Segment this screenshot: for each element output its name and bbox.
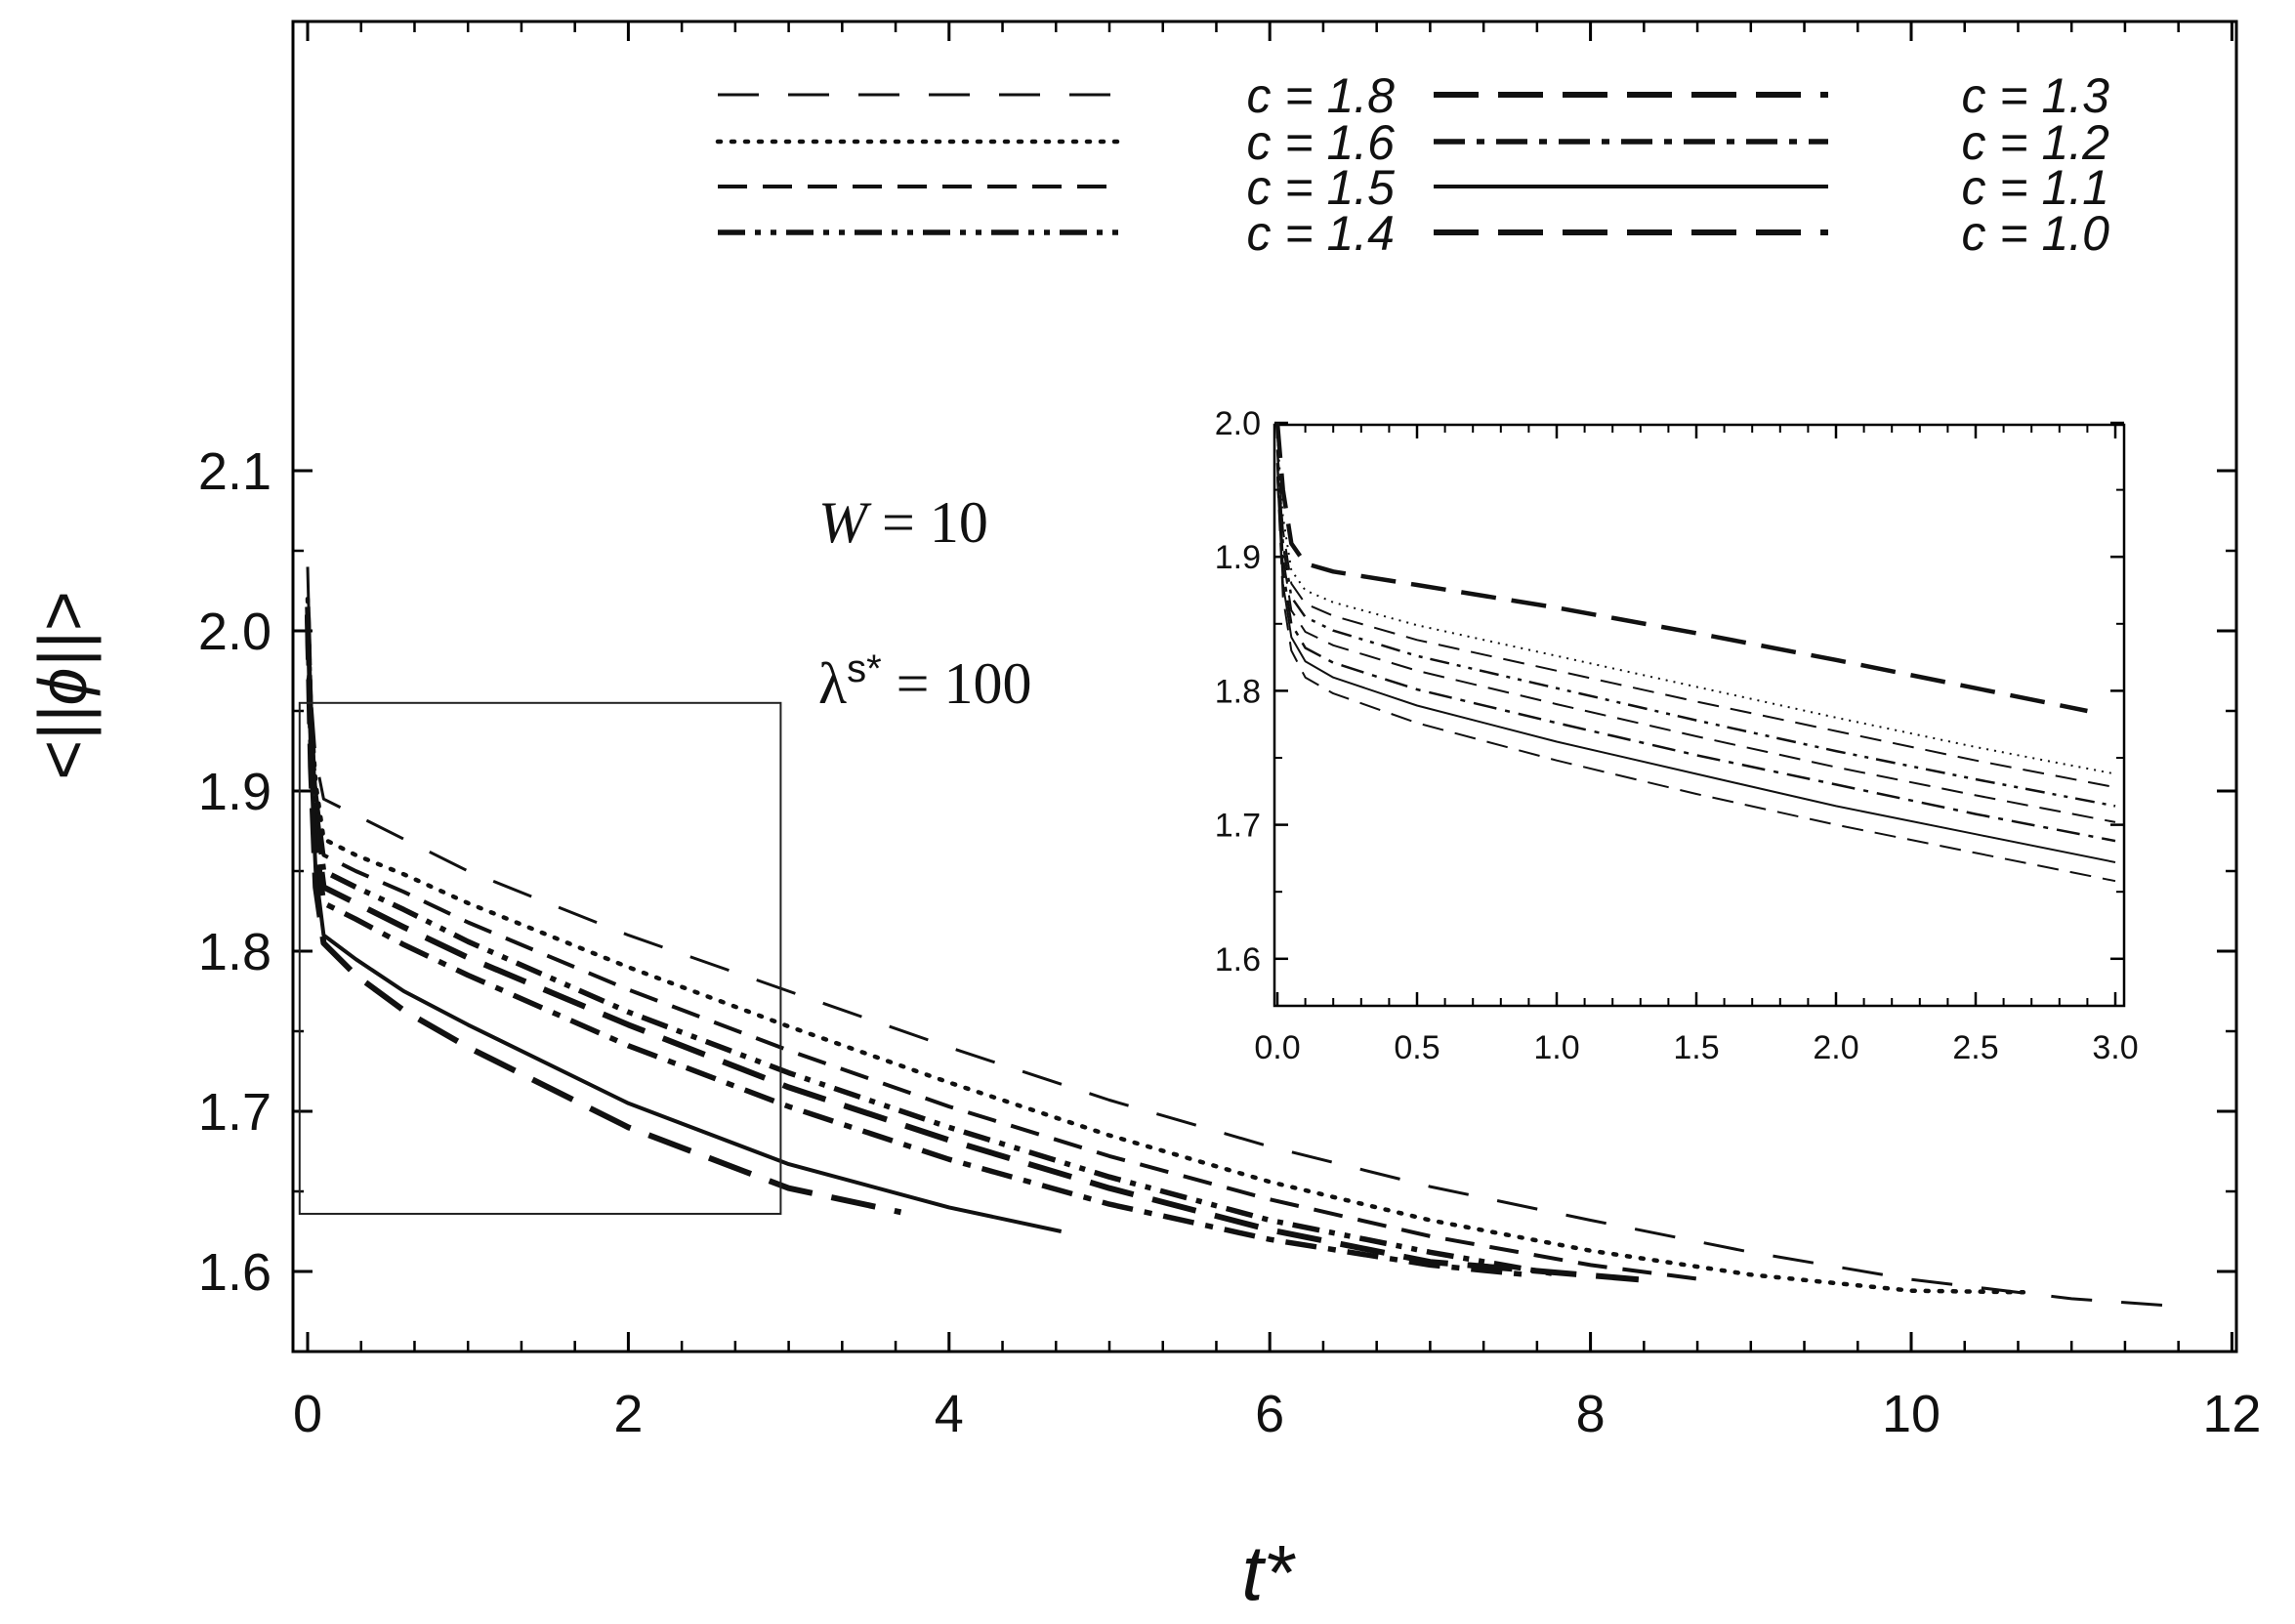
annotation-w: W = 10 — [818, 490, 988, 555]
x-axis-label: t* — [1241, 1529, 1296, 1616]
inset-series-line-c-1-1 — [1276, 476, 2116, 863]
inset-x-tick-label: 0.5 — [1394, 1029, 1440, 1066]
inset-background — [1274, 425, 2124, 1006]
x-tick-label: 6 — [1255, 1385, 1284, 1443]
inset-y-tick-label: 2.0 — [1215, 405, 1261, 442]
x-tick-label: 2 — [613, 1385, 643, 1443]
inset-series-line-c-1-2 — [1275, 463, 2116, 843]
series-line-c-1-3 — [305, 614, 1640, 1283]
inset-x-tick-label: 0.0 — [1254, 1029, 1300, 1066]
inset-y-tick-label: 1.7 — [1215, 808, 1261, 845]
annotation-lambda-superscript: s* — [847, 647, 882, 690]
y-tick-label: 1.8 — [198, 923, 271, 981]
inset-y-tick-label: 1.9 — [1215, 539, 1261, 576]
inset-series-line-c-1-4 — [1275, 449, 2116, 808]
y-tick-label: 2.0 — [198, 603, 271, 661]
y-tick-label: 1.7 — [198, 1083, 271, 1142]
inset-x-tick-label: 3.0 — [2092, 1029, 2138, 1066]
x-tick-label: 12 — [2202, 1385, 2261, 1443]
x-tick-label: 4 — [935, 1385, 964, 1443]
legend: c = 1.8c = 1.6c = 1.5c = 1.4c = 1.3c = 1… — [715, 68, 2110, 261]
inset-ticks: 0.0 0.5 1.0 1.5 2.0 2.5 3.0 1.6 1.7 1.8 1.9 2.0 — [1215, 405, 2139, 1066]
inset-x-tick-label: 2.0 — [1813, 1029, 1858, 1066]
plot-area-frame — [291, 20, 2238, 1353]
legend-label-c-1-5: c = 1.5 — [1247, 160, 1396, 215]
annotation-w-symbol: W — [818, 490, 872, 555]
legend-label-c-1-1: c = 1.1 — [1962, 160, 2110, 215]
inset-series — [1274, 422, 2116, 883]
annotation-lambda-symbol: λ — [818, 651, 847, 716]
inset-x-tick-label: 1.5 — [1673, 1029, 1719, 1066]
inset-x-tick-label: 1.0 — [1533, 1029, 1579, 1066]
inset-frame — [1273, 423, 2126, 1008]
inset-series-line-c-1-5 — [1276, 449, 2116, 789]
legend-label-c-1-2: c = 1.2 — [1962, 115, 2110, 170]
x-tick-label: 0 — [293, 1385, 322, 1443]
legend-label-c-1-6: c = 1.6 — [1247, 115, 1396, 170]
annotation-w-value: = 10 — [867, 490, 988, 555]
x-tick-label: 10 — [1882, 1385, 1940, 1443]
inset-series-line-c-1-0 — [1276, 476, 2116, 883]
zoom-box — [298, 701, 782, 1215]
main-ticks: 0 2 4 6 8 10 12 1.6 1.7 1.8 1.9 2.0 2.1 — [198, 21, 2261, 1443]
series-line-c-1-6 — [305, 596, 2026, 1295]
legend-label-c-1-4: c = 1.4 — [1247, 206, 1396, 261]
inset-series-line-c-1-8 — [1274, 422, 2088, 714]
y-axis-label: <||ϕ||> — [24, 592, 102, 780]
inset-y-tick-label: 1.8 — [1215, 673, 1261, 710]
annotation-lambda-value: = 100 — [882, 651, 1032, 716]
main-series — [305, 566, 2185, 1309]
x-tick-label: 8 — [1576, 1385, 1606, 1443]
inset-y-tick-label: 1.6 — [1215, 941, 1261, 979]
series-line-c-1-0 — [305, 614, 902, 1216]
inset-series-line-c-1-3 — [1276, 463, 2116, 823]
series-line-c-1-8 — [306, 566, 2185, 1309]
legend-label-c-1-3: c = 1.3 — [1962, 68, 2110, 123]
legend-label-c-1-0: c = 1.0 — [1962, 206, 2110, 261]
y-tick-label: 2.1 — [198, 442, 271, 501]
inset-x-tick-label: 2.5 — [1952, 1029, 1998, 1066]
legend-label-c-1-8: c = 1.8 — [1247, 68, 1396, 123]
y-tick-label: 1.9 — [198, 763, 271, 821]
y-tick-label: 1.6 — [198, 1243, 271, 1302]
annotation-lambda: λs* = 100 — [818, 647, 1032, 716]
